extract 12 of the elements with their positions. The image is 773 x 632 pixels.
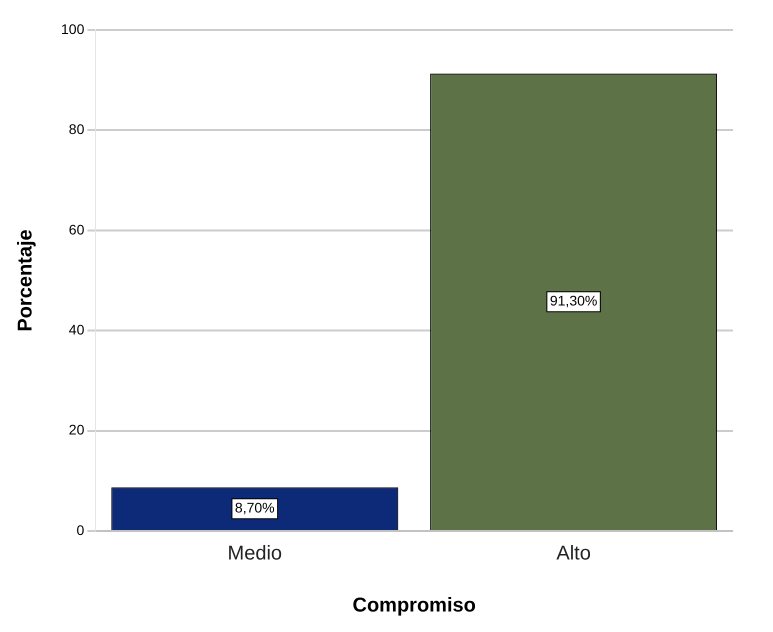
y-tick-label: 60: [68, 221, 85, 238]
y-tick-label: 100: [61, 20, 85, 37]
y-tick-label: 0: [76, 522, 85, 538]
y-tick-label: 40: [68, 321, 85, 338]
data-label: 91,30%: [550, 292, 598, 309]
x-axis-title: Compromiso: [352, 594, 476, 617]
y-axis-title: Porcentaje: [14, 229, 37, 332]
x-tick-label: Alto: [556, 542, 591, 565]
y-tick-label: 80: [68, 121, 85, 138]
x-tick-label: Medio: [228, 542, 282, 565]
data-label: 8,70%: [234, 500, 275, 516]
y-tick-label: 20: [68, 422, 85, 438]
